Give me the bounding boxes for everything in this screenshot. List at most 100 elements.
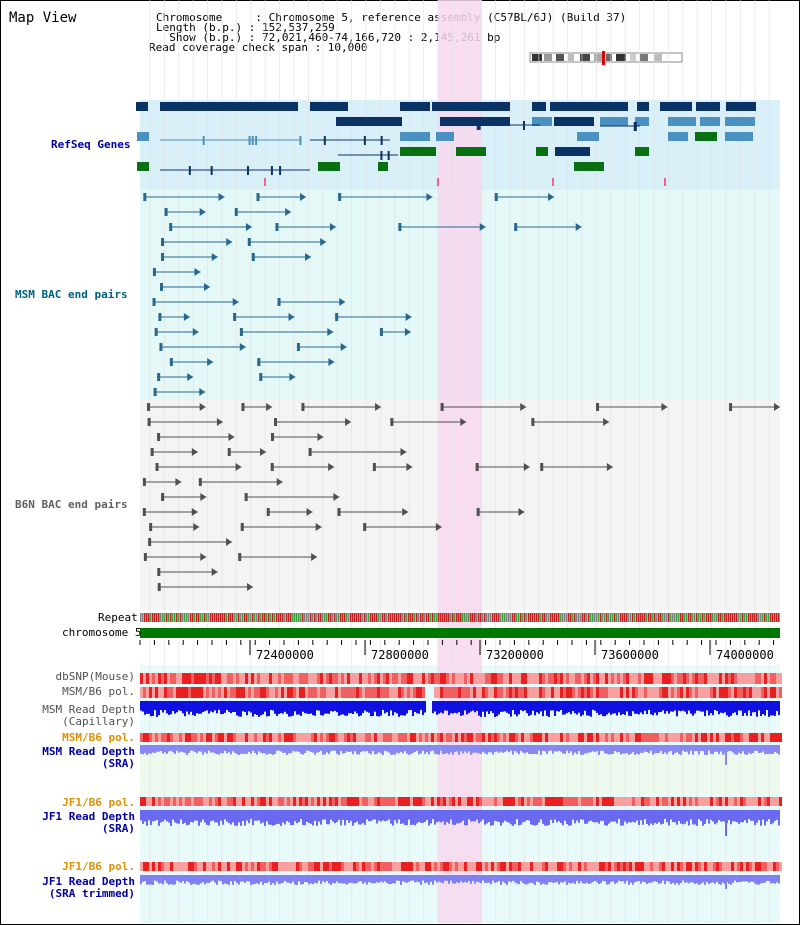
- read-depth-bar: [656, 875, 658, 883]
- polymorphism-cell: [776, 862, 779, 871]
- polymorphism-cell: [458, 673, 461, 684]
- read-depth-bar: [622, 875, 624, 882]
- read-depth-bar: [568, 745, 570, 754]
- read-depth-bar: [472, 875, 474, 881]
- read-depth-bar: [316, 745, 318, 753]
- b6n-bac-pair: [311, 553, 318, 561]
- polymorphism-cell: [533, 797, 536, 806]
- polymorphism-cell: [305, 797, 308, 806]
- read-depth-bar: [260, 745, 262, 753]
- polymorphism-cell: [638, 687, 641, 698]
- read-depth-bar: [640, 701, 642, 713]
- polymorphism-cell: [170, 797, 173, 806]
- polymorphism-cell: [167, 862, 170, 871]
- read-depth-bar: [376, 745, 378, 754]
- read-depth-bar: [770, 810, 772, 825]
- msm-bac-pair: [335, 313, 339, 321]
- read-depth-bar: [394, 810, 396, 821]
- read-depth-bar: [316, 810, 318, 826]
- read-depth-bar: [328, 745, 330, 755]
- polymorphism-cell: [356, 862, 359, 871]
- polymorphism-cell: [230, 687, 233, 698]
- polymorphism-cell: [716, 673, 719, 684]
- polymorphism-cell: [773, 862, 776, 871]
- polymorphism-cell: [314, 687, 317, 698]
- polymorphism-cell: [428, 797, 431, 806]
- read-depth-bar: [378, 745, 380, 753]
- read-depth-bar: [332, 875, 334, 884]
- read-depth-bar: [308, 701, 310, 714]
- read-depth-bar: [704, 701, 706, 717]
- read-depth-bar: [274, 745, 276, 755]
- polymorphism-cell: [395, 733, 398, 742]
- read-depth-bar: [612, 810, 614, 822]
- read-depth-bar: [638, 745, 640, 755]
- repeat-mark: [170, 613, 172, 622]
- polymorphism-cell: [518, 862, 521, 871]
- polymorphism-cell: [326, 862, 329, 871]
- refseq-gene: [635, 117, 649, 126]
- msm-bac-pair: [143, 193, 147, 201]
- polymorphism-cell: [740, 733, 743, 742]
- polymorphism-cell: [662, 862, 665, 871]
- chromosome-ideogram[interactable]: [528, 51, 686, 65]
- repeat-mark: [374, 613, 376, 622]
- read-depth-bar: [544, 745, 546, 752]
- read-depth-bar: [322, 745, 324, 755]
- polymorphism-cell: [524, 733, 527, 742]
- read-depth-bar: [286, 745, 288, 755]
- read-depth-bar: [668, 875, 670, 882]
- read-depth-bar: [606, 810, 608, 826]
- polymorphism-cell: [263, 687, 266, 698]
- repeat-mark: [758, 613, 760, 622]
- polymorphism-cell: [374, 797, 377, 806]
- read-depth-bar: [720, 875, 722, 885]
- repeat-mark: [202, 613, 204, 622]
- polymorphism-cell: [242, 797, 245, 806]
- read-depth-bar: [350, 810, 352, 821]
- read-depth-bar: [608, 745, 610, 755]
- polymorphism-cell: [272, 673, 275, 684]
- polymorphism-cell: [542, 733, 545, 742]
- read-depth-bar: [560, 810, 562, 824]
- refseq-gene: [726, 102, 756, 111]
- polymorphism-cell: [356, 797, 359, 806]
- read-depth-bar: [228, 875, 230, 885]
- polymorphism-cell: [350, 797, 353, 806]
- read-depth-bar: [382, 745, 384, 755]
- read-depth-bar: [270, 701, 272, 710]
- repeat-mark: [192, 613, 194, 622]
- repeat-mark: [266, 613, 268, 622]
- read-depth-bar: [340, 745, 342, 751]
- polymorphism-cell: [647, 733, 650, 742]
- repeat-mark: [426, 613, 428, 622]
- polymorphism-cell: [380, 687, 383, 698]
- msm-bac-pair: [289, 373, 296, 381]
- read-depth-bar: [522, 810, 524, 823]
- refseq-gene: [668, 117, 696, 126]
- polymorphism-cell: [728, 687, 731, 698]
- read-depth-bar: [432, 875, 434, 885]
- read-depth-bar: [240, 810, 242, 826]
- polymorphism-cell: [389, 687, 392, 698]
- msm-bac-pair: [247, 238, 251, 246]
- b6n-bac-pair: [345, 418, 352, 426]
- b6n-bac-pair: [235, 463, 242, 471]
- polymorphism-cell: [245, 797, 248, 806]
- read-depth-bar: [470, 745, 472, 755]
- polymorphism-cell: [506, 733, 509, 742]
- repeat-mark: [236, 613, 238, 622]
- polymorphism-cell: [266, 687, 269, 698]
- polymorphism-cell: [599, 797, 602, 806]
- polymorphism-cell: [575, 687, 578, 698]
- read-depth-bar: [698, 701, 700, 711]
- polymorphism-cell: [299, 862, 302, 871]
- read-depth-bar: [728, 810, 730, 821]
- polymorphism-cell: [275, 673, 278, 684]
- polymorphism-cell: [461, 673, 464, 684]
- repeat-mark: [186, 613, 188, 622]
- read-depth-bar: [606, 745, 608, 754]
- read-depth-bar: [766, 875, 768, 881]
- label-msm-read-depth-sra-2: (SRA): [101, 757, 135, 770]
